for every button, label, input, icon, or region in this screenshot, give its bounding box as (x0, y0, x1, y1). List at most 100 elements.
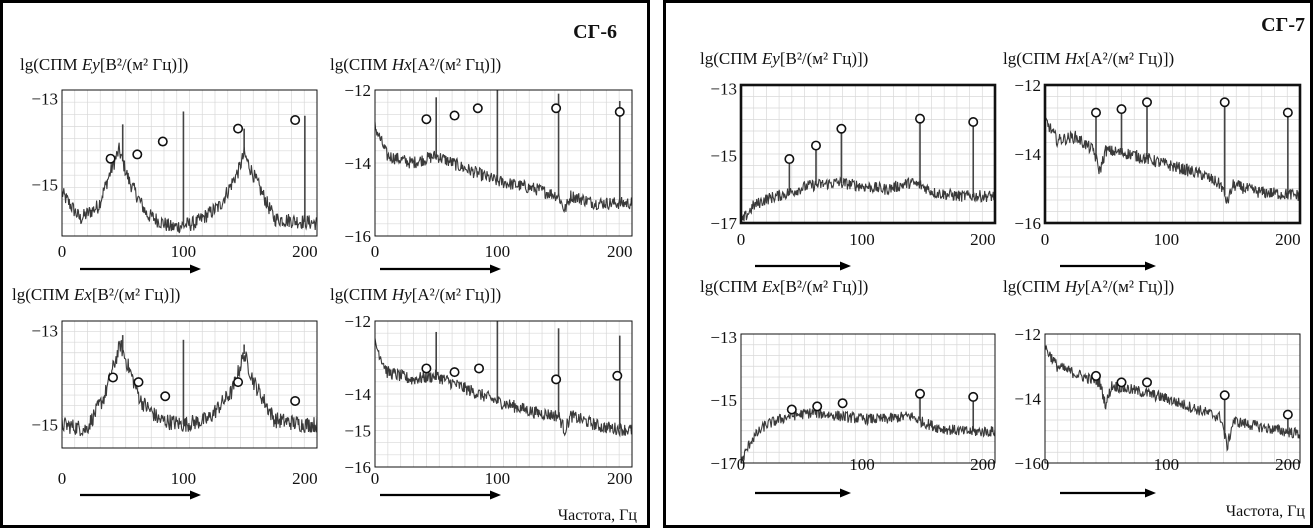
peak-marker (612, 370, 623, 381)
peak-marker (421, 114, 432, 125)
y-tick-label: −17 (710, 454, 737, 473)
peak-marker (132, 149, 143, 160)
y-tick-label: −16 (344, 458, 371, 477)
y-tick-label: −15 (710, 147, 737, 166)
peak-marker (233, 377, 244, 388)
y-tick-label: −14 (344, 385, 371, 404)
x-tick-label: 200 (1275, 230, 1301, 249)
peak-marker (290, 395, 301, 406)
x-tick-label: 0 (371, 242, 380, 261)
x-tick-label: 200 (970, 455, 996, 474)
peak-marker (551, 103, 562, 114)
peak-marker (133, 377, 144, 388)
plot-frame (61, 89, 318, 237)
y-tick-label: −15 (31, 175, 58, 194)
grid (740, 84, 996, 224)
peak-marker (784, 154, 795, 165)
spectrum-trace (1044, 345, 1301, 452)
grid (1044, 84, 1301, 224)
peak-marker (1142, 377, 1153, 388)
peak-marker (812, 401, 823, 412)
y-tick-label: −12 (1014, 325, 1041, 344)
peak-marker (836, 123, 847, 134)
x-tick-label: 100 (1154, 455, 1180, 474)
y-tick-label: −15 (344, 422, 371, 441)
arrow-head-icon (840, 488, 851, 498)
group-label-sg6: СГ-6 (573, 21, 617, 43)
x-tick-label: 100 (171, 469, 197, 488)
arrow-head-icon (190, 490, 201, 500)
panel-0: −13 −15 0 100 200 lg(СПМ Ey[B²/(м² Гц)]) (20, 55, 318, 274)
y-tick-label: −15 (710, 391, 737, 410)
grid (740, 333, 996, 464)
peak-marker (1116, 377, 1127, 388)
arrow-head-icon (840, 261, 851, 271)
y-tick-label: −13 (710, 79, 737, 98)
plot-frame (61, 320, 318, 449)
panel-title: lg(СПМ Hx[A²/(м² Гц)]) (1003, 49, 1174, 68)
x-tick-label: 100 (1154, 230, 1180, 249)
x-tick-label: 100 (485, 242, 511, 261)
y-tick-label: −14 (344, 154, 371, 173)
y-tick-label: −14 (1014, 145, 1041, 164)
x-tick-label: 200 (970, 230, 996, 249)
y-tick-label: −13 (31, 90, 58, 109)
peak-marker (449, 367, 460, 378)
plot-frame (1044, 333, 1301, 464)
group-frame-sg6 (0, 0, 650, 528)
x-tick-label: 0 (737, 230, 746, 249)
y-tick-label: −15 (31, 415, 58, 434)
panel-7: −12 −14 −16 0 100 200 lg(СПМ Hy[A²/(м² Гц)]) (1003, 277, 1301, 498)
y-tick-label: −13 (710, 328, 737, 347)
peak-marker (915, 113, 926, 124)
peak-marker (968, 117, 979, 128)
y-tick-label: −14 (1014, 390, 1041, 409)
x-tick-label: 100 (171, 242, 197, 261)
peak-marker (810, 140, 821, 151)
panel-title: lg(СПМ Hx[A²/(м² Гц)]) (330, 55, 501, 74)
panel-title: lg(СПМ Ey[B²/(м² Гц)]) (20, 55, 188, 74)
peak-marker (1091, 370, 1102, 381)
plot-frame (374, 320, 633, 468)
panel-4: −13 −15 −170 100 200 lg(СПМ Ey[B²/(м² Гц)]) (700, 49, 997, 271)
peak-marker (1142, 97, 1153, 108)
x-tick-label: 100 (485, 469, 511, 488)
peak-marker (1219, 97, 1230, 108)
panel-2: −13 −15 0 100 200 lg(СПМ Ex[B²/(м² Гц)]) (12, 285, 318, 500)
peak-marker (1282, 409, 1293, 420)
peak-marker (915, 388, 926, 399)
peak-marker (968, 391, 979, 402)
peak-marker (421, 363, 432, 374)
panel-title: lg(СПМ Ex[B²/(м² Гц)]) (700, 277, 868, 296)
arrow-head-icon (1145, 261, 1156, 271)
peak-marker (474, 363, 485, 374)
y-tick-label: −16 (1014, 214, 1041, 233)
arrow-head-icon (490, 490, 501, 500)
peak-marker (449, 110, 460, 121)
grid (61, 89, 318, 237)
peak-marker (614, 106, 625, 117)
peak-marker (160, 391, 171, 402)
peak-marker (1219, 390, 1230, 401)
peak-marker (1091, 107, 1102, 118)
peak-marker (233, 123, 244, 134)
spectrum-trace (374, 338, 633, 438)
panels: −13 −15 0 100 200 lg(СПМ Ey[B²/(м² Гц)]) −12 −1… (12, 49, 1302, 500)
peak-marker (551, 374, 562, 385)
x-tick-label: 200 (1275, 455, 1301, 474)
peak-marker (108, 372, 119, 383)
peak-marker (837, 398, 848, 409)
spectrum-trace (740, 176, 996, 224)
group-label-sg7: СГ-7 (1261, 14, 1305, 36)
xlabel-sg7: Частота, Гц (1226, 503, 1306, 520)
plot-frame (1043, 83, 1302, 225)
panel-title: lg(СПМ Hy[A²/(м² Гц)]) (330, 285, 501, 304)
arrow-head-icon (1145, 488, 1156, 498)
peak-marker (786, 404, 797, 415)
group-frame-sg7 (663, 0, 1313, 528)
spectrum-trace (374, 121, 633, 214)
panel-title: lg(СПМ Ex[B²/(м² Гц)]) (12, 285, 180, 304)
plot-frame (739, 83, 997, 225)
x-tick-label: 200 (607, 242, 633, 261)
spectrum-trace (61, 142, 318, 234)
